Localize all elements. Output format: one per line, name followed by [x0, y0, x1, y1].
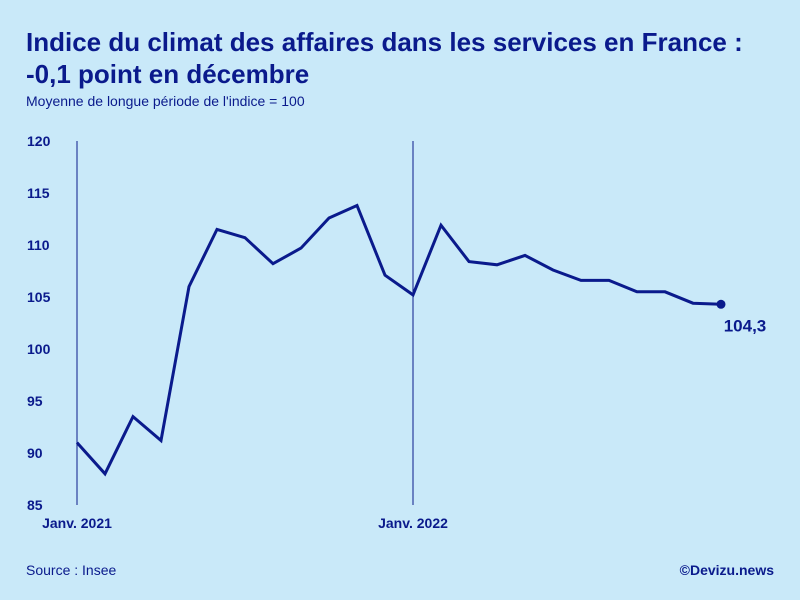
x-tick-label: Janv. 2021 — [42, 515, 112, 531]
credit-text: ©Devizu.news — [679, 562, 774, 578]
last-value-label: 104,3 — [724, 316, 767, 335]
y-tick-label: 105 — [27, 289, 51, 305]
last-point-marker — [716, 299, 726, 309]
y-tick-label: 120 — [27, 133, 51, 149]
y-tick-label: 90 — [27, 445, 43, 461]
chart-title: Indice du climat des affaires dans les s… — [26, 27, 743, 89]
y-tick-label: 100 — [27, 341, 51, 357]
y-tick-label: 85 — [27, 497, 43, 513]
y-tick-label: 110 — [27, 237, 50, 253]
chart-subtitle: Moyenne de longue période de l'indice = … — [26, 93, 305, 109]
series-line — [75, 203, 722, 477]
y-tick-label: 115 — [27, 185, 50, 201]
source-note: Source : Insee — [26, 562, 117, 578]
x-tick-label: Janv. 2022 — [378, 515, 448, 531]
y-tick-label: 95 — [27, 393, 43, 409]
